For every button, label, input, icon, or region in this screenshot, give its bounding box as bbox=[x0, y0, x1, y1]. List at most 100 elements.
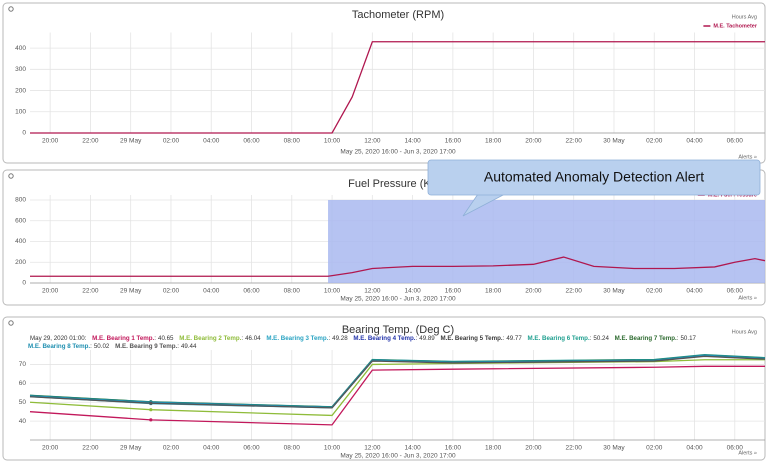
y-tick-label: 200 bbox=[15, 87, 26, 94]
tooltip-value: 49.28 bbox=[332, 335, 348, 342]
tooltip-separator: : bbox=[502, 335, 505, 342]
tooltip-entry: M.E. Bearing 4 Temp.: 49.89 bbox=[353, 335, 438, 342]
x-tick-label: 02:00 bbox=[646, 288, 663, 295]
tooltip-separator: : bbox=[154, 335, 157, 342]
x-tick-label: 22:00 bbox=[566, 445, 583, 452]
y-tick-label: 0 bbox=[22, 130, 26, 137]
tooltip-entry: M.E. Bearing 8 Temp.: 50.02 bbox=[28, 343, 113, 350]
chart-title: Bearing Temp. (Deg C) bbox=[342, 324, 454, 336]
tooltip-series-name: M.E. Bearing 4 Temp. bbox=[353, 335, 416, 342]
x-tick-label: 02:00 bbox=[163, 445, 180, 452]
x-tick-label: 22:00 bbox=[566, 138, 583, 145]
x-tick-label: 04:00 bbox=[203, 288, 220, 295]
x-tick-label: 10:00 bbox=[324, 445, 341, 452]
y-tick-label: 60 bbox=[19, 380, 27, 387]
y-tick-label: 600 bbox=[15, 217, 26, 224]
alerts-link[interactable]: Alerts » bbox=[738, 450, 757, 456]
tooltip-series-name: M.E. Bearing 9 Temp. bbox=[115, 343, 178, 350]
date-range: May 25, 2020 16:00 - Jun 3, 2020 17:00 bbox=[340, 453, 456, 460]
y-tick-label: 400 bbox=[15, 45, 26, 52]
tooltip-value: 46.04 bbox=[245, 335, 261, 342]
tooltip: May 29, 2020 01:00: M.E. Bearing 1 Temp.… bbox=[28, 335, 760, 351]
tooltip-separator: : bbox=[90, 343, 92, 350]
tooltip-entry: M.E. Bearing 2 Temp.: 46.04 bbox=[179, 335, 264, 342]
x-tick-label: 29 May bbox=[120, 288, 142, 295]
x-tick-label: 30 May bbox=[603, 445, 625, 452]
x-tick-label: 10:00 bbox=[324, 288, 341, 295]
x-tick-label: 14:00 bbox=[404, 138, 421, 145]
annotation: Automated Anomaly Detection Alert bbox=[484, 169, 704, 185]
alerts-link[interactable]: Alerts » bbox=[738, 154, 757, 160]
x-tick-label: 04:00 bbox=[686, 445, 703, 452]
hover-dot bbox=[149, 418, 153, 422]
aggregation: Hours Avg bbox=[732, 14, 757, 20]
x-tick-label: 18:00 bbox=[485, 138, 502, 145]
tooltip-value: 49.89 bbox=[419, 335, 435, 342]
x-tick-label: 18:00 bbox=[485, 445, 502, 452]
tooltip-separator: : bbox=[241, 335, 244, 342]
tooltip-separator: : bbox=[415, 335, 418, 342]
x-tick-label: 04:00 bbox=[203, 445, 220, 452]
tooltip-separator: : bbox=[177, 343, 179, 350]
x-tick-label: 29 May bbox=[120, 445, 142, 452]
x-tick-label: 22:00 bbox=[82, 288, 99, 295]
x-tick-label: 06:00 bbox=[727, 288, 744, 295]
x-tick-label: 22:00 bbox=[82, 138, 99, 145]
tooltip-separator: : bbox=[328, 335, 331, 342]
tooltip-value: 50.02 bbox=[93, 343, 110, 350]
x-tick-label: 20:00 bbox=[42, 288, 59, 295]
x-tick-label: 20:00 bbox=[42, 445, 59, 452]
tooltip-series-name: M.E. Bearing 2 Temp. bbox=[179, 335, 242, 342]
tooltip-series-name: M.E. Bearing 1 Temp. bbox=[92, 335, 155, 342]
tooltip-value: 49.44 bbox=[180, 343, 197, 350]
alerts-link[interactable]: Alerts » bbox=[738, 295, 757, 301]
y-tick-label: 40 bbox=[19, 418, 27, 425]
tooltip-series-name: M.E. Bearing 3 Temp. bbox=[266, 335, 329, 342]
x-tick-label: 16:00 bbox=[445, 445, 462, 452]
settings-icon bbox=[8, 6, 14, 12]
x-tick-label: 02:00 bbox=[646, 138, 663, 145]
x-tick-label: 22:00 bbox=[82, 445, 99, 452]
settings-icon bbox=[8, 320, 14, 326]
tooltip-entry: M.E. Bearing 9 Temp.: 49.44 bbox=[115, 343, 200, 350]
x-tick-label: 18:00 bbox=[485, 288, 502, 295]
x-tick-label: 06:00 bbox=[243, 445, 260, 452]
x-tick-label: 04:00 bbox=[686, 138, 703, 145]
callout-box bbox=[427, 159, 761, 196]
tooltip-series-name: M.E. Bearing 7 Temp. bbox=[614, 335, 677, 342]
date-range: May 25, 2020 16:00 - Jun 3, 2020 17:00 bbox=[340, 296, 456, 303]
tooltip-series-name: M.E. Bearing 5 Temp. bbox=[440, 335, 503, 342]
tooltip-entry: M.E. Bearing 1 Temp.: 40.65 bbox=[92, 335, 177, 342]
y-tick-label: 100 bbox=[15, 108, 26, 115]
x-tick-label: 04:00 bbox=[203, 138, 220, 145]
x-tick-label: 08:00 bbox=[284, 138, 301, 145]
y-tick-label: 300 bbox=[15, 66, 26, 73]
y-tick-label: 70 bbox=[19, 361, 27, 368]
tooltip-separator: : bbox=[676, 335, 679, 342]
series-line bbox=[30, 41, 765, 134]
tooltip-value: 49.77 bbox=[506, 335, 522, 342]
x-tick-label: 12:00 bbox=[364, 288, 381, 295]
series-line bbox=[29, 359, 765, 417]
x-tick-label: 12:00 bbox=[364, 138, 381, 145]
series-line bbox=[29, 365, 765, 426]
chart-title: Fuel Pressure (KPa) bbox=[348, 178, 448, 190]
tooltip-entry: M.E. Bearing 3 Temp.: 49.28 bbox=[266, 335, 351, 342]
aggregation: Hours Avg bbox=[732, 329, 757, 335]
x-tick-label: 02:00 bbox=[646, 445, 663, 452]
x-tick-label: 16:00 bbox=[445, 288, 462, 295]
x-tick-label: 10:00 bbox=[324, 138, 341, 145]
x-tick-label: 06:00 bbox=[727, 138, 744, 145]
y-tick-label: 50 bbox=[19, 399, 27, 406]
x-tick-label: 20:00 bbox=[42, 138, 59, 145]
x-tick-label: 14:00 bbox=[404, 288, 421, 295]
tooltip-entry: M.E. Bearing 6 Temp.: 50.24 bbox=[528, 335, 613, 342]
x-tick-label: 20:00 bbox=[525, 288, 542, 295]
hover-dot bbox=[149, 401, 153, 405]
x-tick-label: 02:00 bbox=[163, 288, 180, 295]
x-tick-label: 16:00 bbox=[445, 138, 462, 145]
x-tick-label: 20:00 bbox=[525, 445, 542, 452]
series-line bbox=[30, 256, 766, 277]
